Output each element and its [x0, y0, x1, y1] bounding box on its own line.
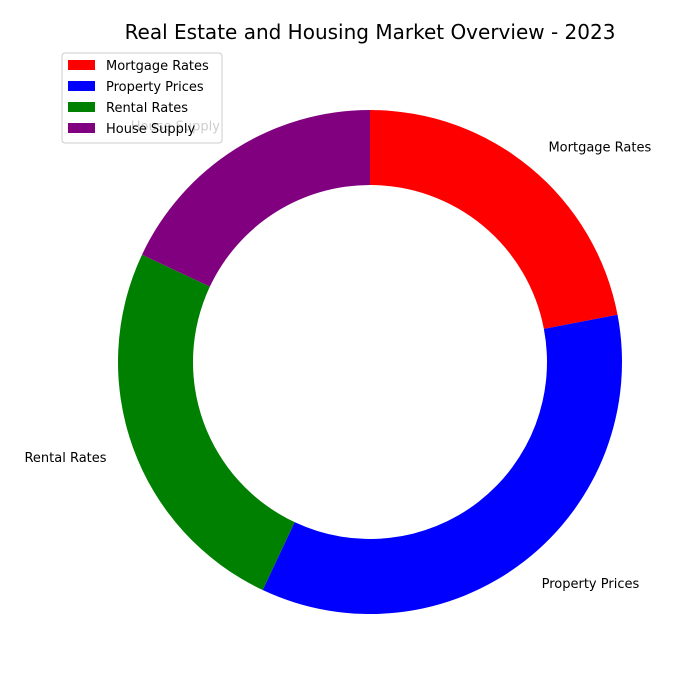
slice-label-property-prices: Property Prices	[542, 577, 640, 592]
legend-label-rental-rates: Rental Rates	[106, 101, 188, 116]
legend-swatch-mortgage-rates	[68, 60, 95, 70]
legend-label-house-supply: House Supply	[106, 122, 195, 137]
legend-frame	[61, 52, 223, 144]
slice-label-rental-rates: Rental Rates	[24, 451, 106, 466]
legend-swatch-house-supply	[68, 123, 95, 133]
slice-property-prices	[262, 314, 623, 615]
donut-slices	[117, 110, 623, 615]
legend-swatch-rental-rates	[68, 102, 95, 112]
legend-label-mortgage-rates: Mortgage Rates	[106, 59, 209, 74]
legend: Mortgage Rates Property Prices Rental Rate…	[61, 52, 223, 144]
legend-swatch-property-prices	[68, 81, 95, 91]
chart-title: Real Estate and Housing Market Overview …	[125, 20, 616, 44]
slice-house-supply	[141, 110, 370, 287]
slice-label-mortgage-rates: Mortgage Rates	[548, 140, 651, 155]
slice-rental-rates	[117, 254, 295, 591]
legend-label-property-prices: Property Prices	[106, 80, 204, 95]
slice-mortgage-rates	[370, 110, 618, 329]
